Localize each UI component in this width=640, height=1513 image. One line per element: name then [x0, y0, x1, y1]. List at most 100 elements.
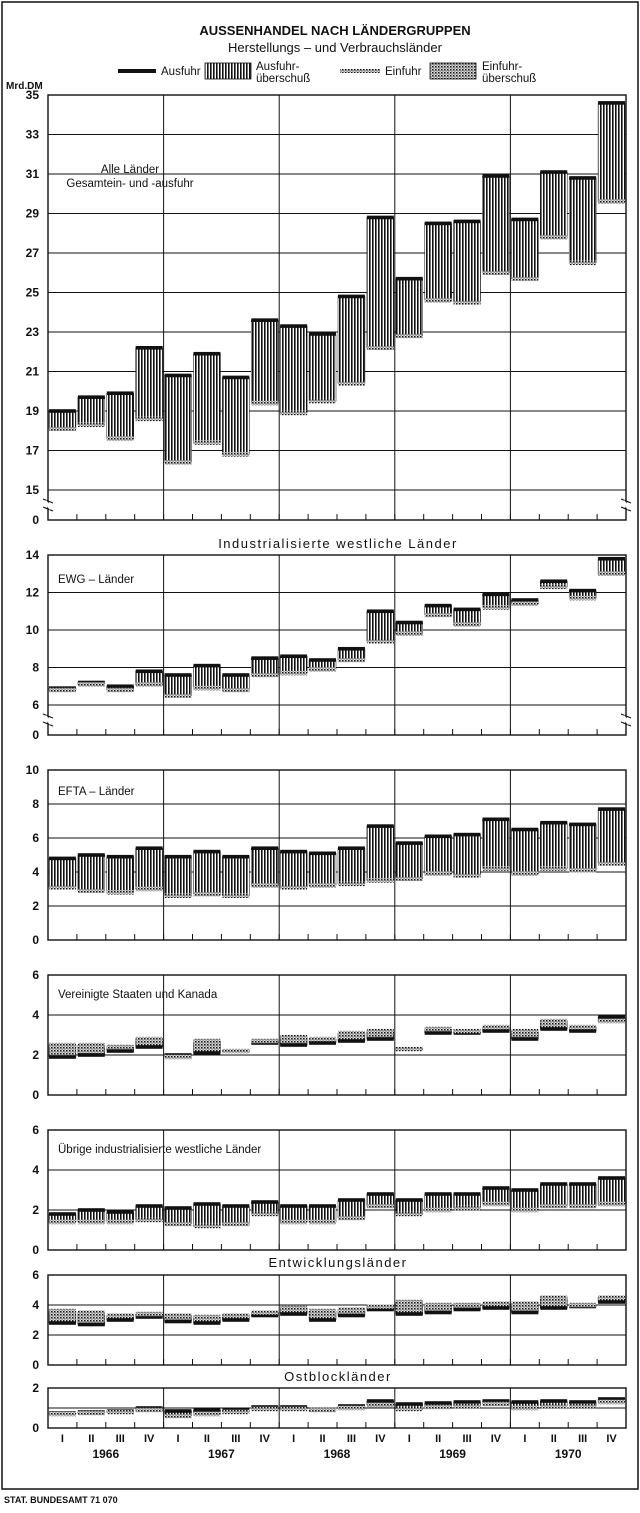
y-tick-label: 10: [26, 623, 40, 637]
export-line: [395, 1198, 423, 1202]
import-line: [77, 1042, 105, 1048]
import-line: [598, 1201, 625, 1207]
import-line: [193, 440, 221, 445]
export-line: [251, 656, 279, 660]
import-line: [251, 883, 279, 888]
import-line: [511, 276, 539, 281]
axis-break-mark: [42, 713, 54, 727]
year-label: 1970: [555, 1447, 582, 1461]
y-tick-label: 8: [32, 797, 39, 811]
import-line: [569, 260, 597, 266]
import-line: [193, 891, 221, 897]
export-line: [135, 346, 163, 350]
import-line: [540, 1018, 568, 1024]
import-line: [49, 1042, 76, 1048]
export-line: [453, 219, 481, 224]
export-line: [511, 1188, 539, 1192]
export-line: [482, 174, 510, 178]
export-line: [338, 1198, 365, 1202]
import-line: [135, 682, 163, 687]
export-line: [366, 1307, 394, 1312]
export-line: [540, 1306, 568, 1310]
export-line: [280, 1204, 308, 1208]
export-line: [77, 1053, 105, 1057]
export-line: [338, 846, 365, 850]
legend: Ausfuhr Ausfuhr-überschuß Einfuhr Einfuh…: [118, 61, 536, 85]
export-surplus-bar: [193, 353, 221, 443]
export-line: [193, 663, 221, 668]
export-surplus-bar: [395, 842, 423, 880]
import-line: [280, 885, 308, 890]
import-line: [338, 381, 365, 386]
import-line: [540, 235, 568, 240]
export-line: [280, 654, 308, 659]
export-surplus-bar: [424, 1193, 452, 1211]
export-line: [49, 1055, 76, 1059]
export-surplus-bar: [511, 219, 539, 279]
y-tick-label: 6: [32, 698, 39, 712]
export-line: [164, 1319, 192, 1324]
import-line: [453, 1302, 481, 1308]
export-surplus-bar: [308, 333, 337, 402]
export-surplus-bar: [164, 674, 192, 696]
quarter-label: I: [408, 1433, 411, 1445]
export-line: [366, 609, 394, 614]
import-line: [77, 1310, 105, 1315]
import-line: [366, 1028, 394, 1034]
quarter-label: II: [319, 1433, 325, 1445]
import-line: [222, 1048, 250, 1054]
panel-label: EFTA – Länder: [58, 786, 135, 798]
export-surplus-bar: [193, 851, 221, 895]
export-surplus-bar: [540, 171, 568, 238]
export-line: [106, 684, 134, 689]
export-line: [77, 1322, 105, 1327]
y-tick-label: 15: [26, 483, 40, 497]
legend-export-surplus-label: Ausfuhr-überschuß: [256, 61, 310, 85]
source-label: STAT. BUNDESAMT 71 070: [4, 1495, 118, 1505]
export-surplus-bar: [597, 1177, 626, 1205]
import-line: [280, 670, 308, 676]
export-line: [540, 170, 568, 174]
export-line: [395, 620, 423, 625]
export-surplus-bar: [568, 824, 597, 871]
export-line: [135, 669, 163, 674]
quarter-label: II: [204, 1433, 210, 1445]
export-surplus-bar: [597, 808, 626, 864]
export-line: [424, 1192, 452, 1196]
panel-frame: [47, 1274, 627, 1366]
export-surplus-bar: [308, 853, 337, 886]
import-line: [598, 1018, 625, 1024]
export-line: [598, 556, 625, 561]
export-line: [222, 375, 250, 380]
import-line: [511, 1405, 539, 1411]
import-line: [280, 1034, 308, 1040]
export-line: [280, 849, 308, 854]
export-line: [338, 294, 365, 299]
export-surplus-bar: [77, 854, 106, 891]
import-line: [569, 1302, 597, 1308]
export-line: [569, 822, 597, 827]
export-surplus-bar: [135, 347, 163, 420]
export-line: [251, 846, 279, 850]
export-line: [482, 1306, 510, 1310]
export-surplus-bar: [279, 656, 308, 674]
import-line: [77, 422, 105, 428]
import-line: [366, 878, 394, 883]
quarter-label: II: [435, 1433, 441, 1445]
import-line: [280, 1406, 308, 1412]
export-line: [106, 854, 134, 859]
export-line: [511, 1037, 539, 1041]
export-line: [222, 1318, 250, 1322]
quarter-label: II: [551, 1433, 557, 1445]
y-tick-label: 6: [32, 968, 39, 982]
export-line: [49, 409, 76, 413]
y-tick-label: 14: [26, 548, 40, 562]
panel-other: 0 2 4 6 Übrige industrialisierte westliche L…: [32, 1123, 627, 1257]
legend-export-label: Ausfuhr: [161, 66, 201, 78]
export-surplus-bar: [337, 296, 366, 384]
import-line: [193, 1223, 221, 1229]
export-line: [453, 832, 481, 837]
import-line: [453, 873, 481, 878]
y-tick-label: 0: [32, 1358, 39, 1372]
